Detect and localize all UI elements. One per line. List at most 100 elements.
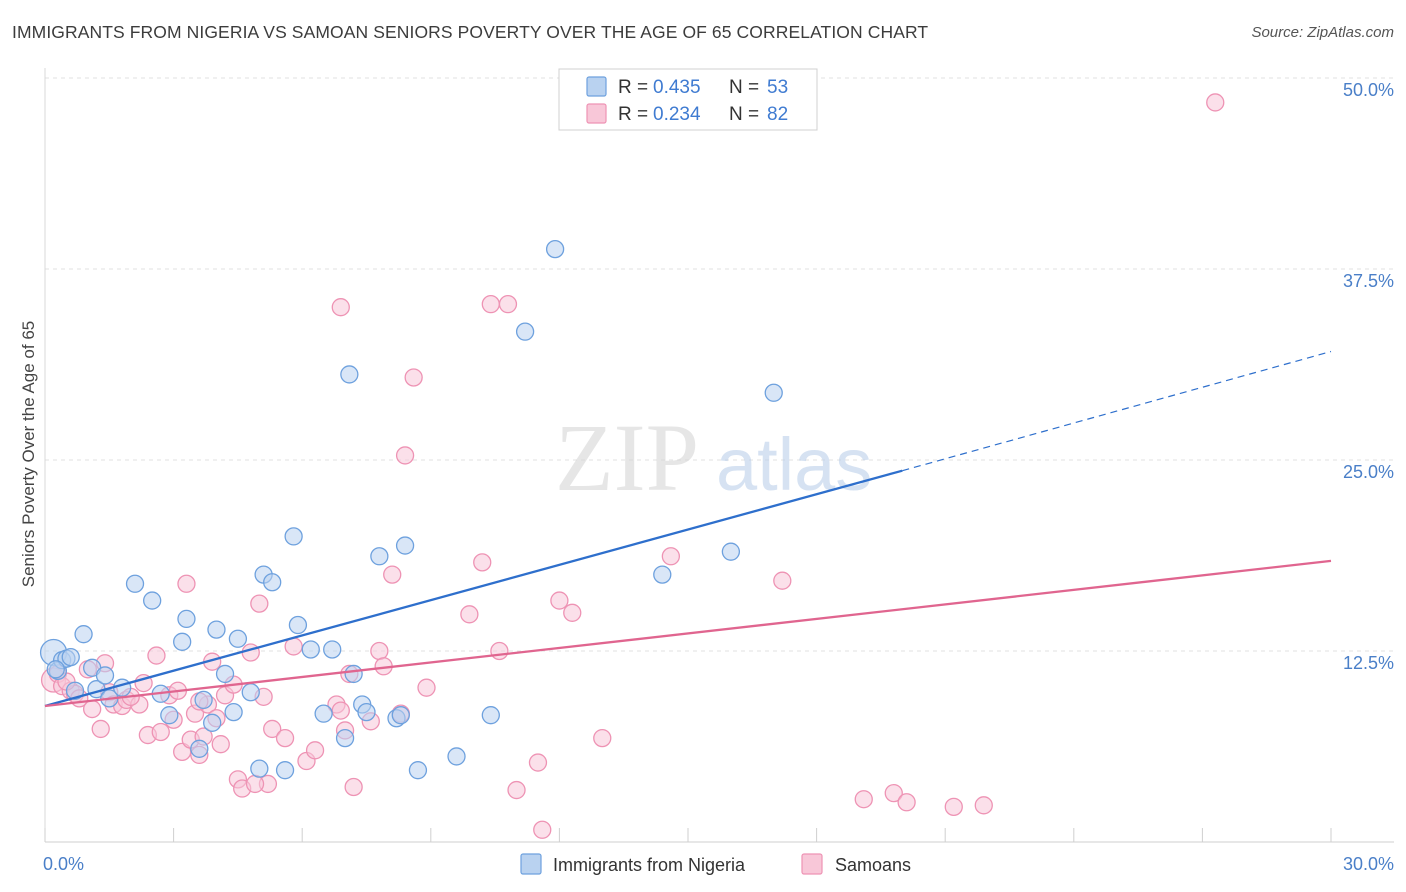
samoans-point-16 <box>147 646 166 665</box>
legend-n-value-samoans: 82 <box>767 104 788 125</box>
nigeria-point-11 <box>143 591 162 610</box>
samoans-point-72 <box>897 793 916 812</box>
nigeria-point-33 <box>335 728 355 748</box>
nigeria-point-41 <box>395 536 415 555</box>
samoans-point-40 <box>275 728 295 748</box>
nigeria-point-23 <box>241 683 260 702</box>
samoans-point-75 <box>1206 93 1225 112</box>
y-tick-label-3: 50.0% <box>1343 80 1394 100</box>
samoans-point-45 <box>331 298 350 317</box>
watermark-atlas: atlas <box>716 423 872 506</box>
nigeria-point-10 <box>125 574 145 593</box>
samoans-point-36 <box>250 594 269 613</box>
series-legend-label-samoans: Samoans <box>835 855 911 875</box>
samoans-point-80 <box>245 774 265 794</box>
nigeria-point-16 <box>190 739 209 758</box>
nigeria-point-35 <box>344 664 363 684</box>
samoans-point-57 <box>460 605 479 624</box>
nigeria-point-42 <box>408 761 428 780</box>
samoans-point-55 <box>395 446 415 465</box>
samoans-point-58 <box>473 553 492 572</box>
samoans-point-64 <box>533 820 552 839</box>
nigeria-point-32 <box>323 640 342 659</box>
y-axis-title: Seniors Poverty Over the Age of 65 <box>19 321 38 587</box>
nigeria-point-27 <box>275 761 295 780</box>
series-legend-swatch-nigeria <box>520 853 542 875</box>
stats-legend: R = 0.435 N = 53 R = 0.234 N = 82 <box>558 68 818 131</box>
samoans-point-52 <box>383 565 402 584</box>
series-legend: Immigrants from Nigeria Samoans <box>520 853 911 875</box>
nigeria-point-14 <box>173 632 192 651</box>
nigeria-point-49 <box>764 383 783 402</box>
samoans-point-63 <box>528 753 548 772</box>
nigeria-point-47 <box>653 565 672 584</box>
samoans-point-54 <box>417 678 436 697</box>
samoans-point-8 <box>91 719 110 739</box>
chart-title: IMMIGRANTS FROM NIGERIA VS SAMOAN SENIOR… <box>12 22 929 42</box>
y-tick-labels: 12.5% 25.0% 37.5% 50.0% <box>1343 80 1394 673</box>
samoans-point-61 <box>490 641 509 661</box>
samoans-point-35 <box>241 643 260 662</box>
samoans-point-60 <box>498 294 518 314</box>
nigeria-point-38 <box>370 547 389 566</box>
samoans-point-59 <box>481 294 500 314</box>
samoans-point-74 <box>974 796 993 815</box>
nigeria-point-43 <box>447 747 466 766</box>
legend-r-label-samoans: R = <box>618 104 648 125</box>
samoans-point-73 <box>944 797 963 817</box>
legend-r-value-samoans: 0.234 <box>653 104 701 125</box>
source-label: Source: ZipAtlas.com <box>1251 24 1394 41</box>
nigeria-point-20 <box>215 664 235 684</box>
trend-lines <box>44 350 1332 708</box>
nigeria-point-26 <box>263 573 282 592</box>
nigeria-point-51 <box>61 647 80 667</box>
y-tick-label-2: 37.5% <box>1343 271 1394 291</box>
x-tick-label-max: 30.0% <box>1343 854 1394 874</box>
samoans-point-68 <box>661 547 681 566</box>
series-legend-swatch-samoans <box>801 853 823 875</box>
nigeria-point-17 <box>194 690 213 710</box>
legend-r-label-nigeria: R = <box>618 77 653 98</box>
samoans-point-7 <box>83 699 102 719</box>
nigeria-point-52 <box>113 678 132 697</box>
samoans-point-71 <box>884 783 903 803</box>
legend-n-value-nigeria: 53 <box>767 77 788 98</box>
nigeria-point-21 <box>224 702 243 722</box>
nigeria-points <box>39 239 783 780</box>
samoans-point-30 <box>211 735 230 754</box>
samoans-point-81 <box>331 701 350 720</box>
legend-swatch-samoans <box>586 103 607 124</box>
x-tick-labels: 0.0% 30.0% <box>43 854 1394 874</box>
nigeria-point-44 <box>481 706 500 725</box>
watermark-zip: ZIP <box>555 404 699 511</box>
samoans-trend-line <box>44 559 1332 708</box>
samoans-point-65 <box>550 591 569 610</box>
nigeria-point-4 <box>65 681 85 700</box>
nigeria-point-19 <box>207 620 226 639</box>
axes <box>44 68 1394 843</box>
watermark: ZIP atlas <box>555 404 872 511</box>
nigeria-point-8 <box>95 666 115 685</box>
gridlines <box>45 77 1394 652</box>
samoans-point-56 <box>404 368 423 387</box>
samoans-point-67 <box>593 728 612 748</box>
samoans-point-48 <box>344 777 363 797</box>
nigeria-point-22 <box>228 629 248 648</box>
nigeria-trend-extension <box>902 350 1332 472</box>
legend-n-label-samoans: N = <box>729 104 759 125</box>
nigeria-point-15 <box>177 609 196 629</box>
legend-n-label-nigeria: N = <box>729 77 759 98</box>
samoans-point-17 <box>151 722 170 742</box>
nigeria-point-37 <box>357 702 376 722</box>
series-legend-label-nigeria: Immigrants from Nigeria <box>553 855 746 875</box>
samoans-point-50 <box>370 641 389 661</box>
y-tick-label-1: 25.0% <box>1343 462 1394 482</box>
nigeria-point-34 <box>340 365 359 384</box>
legend-swatch-nigeria <box>586 76 607 97</box>
nigeria-point-18 <box>203 713 222 732</box>
nigeria-point-46 <box>515 322 535 341</box>
nigeria-point-13 <box>160 706 179 725</box>
samoans-point-62 <box>507 780 526 800</box>
samoans-point-66 <box>563 603 582 622</box>
nigeria-point-5 <box>74 625 93 644</box>
